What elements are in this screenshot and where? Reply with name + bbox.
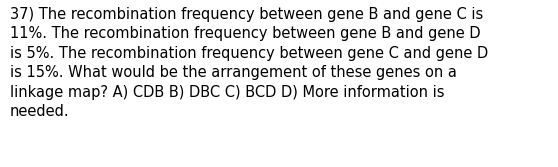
Text: 37) The recombination frequency between gene B and gene C is
11%. The recombinat: 37) The recombination frequency between … [10, 7, 488, 119]
